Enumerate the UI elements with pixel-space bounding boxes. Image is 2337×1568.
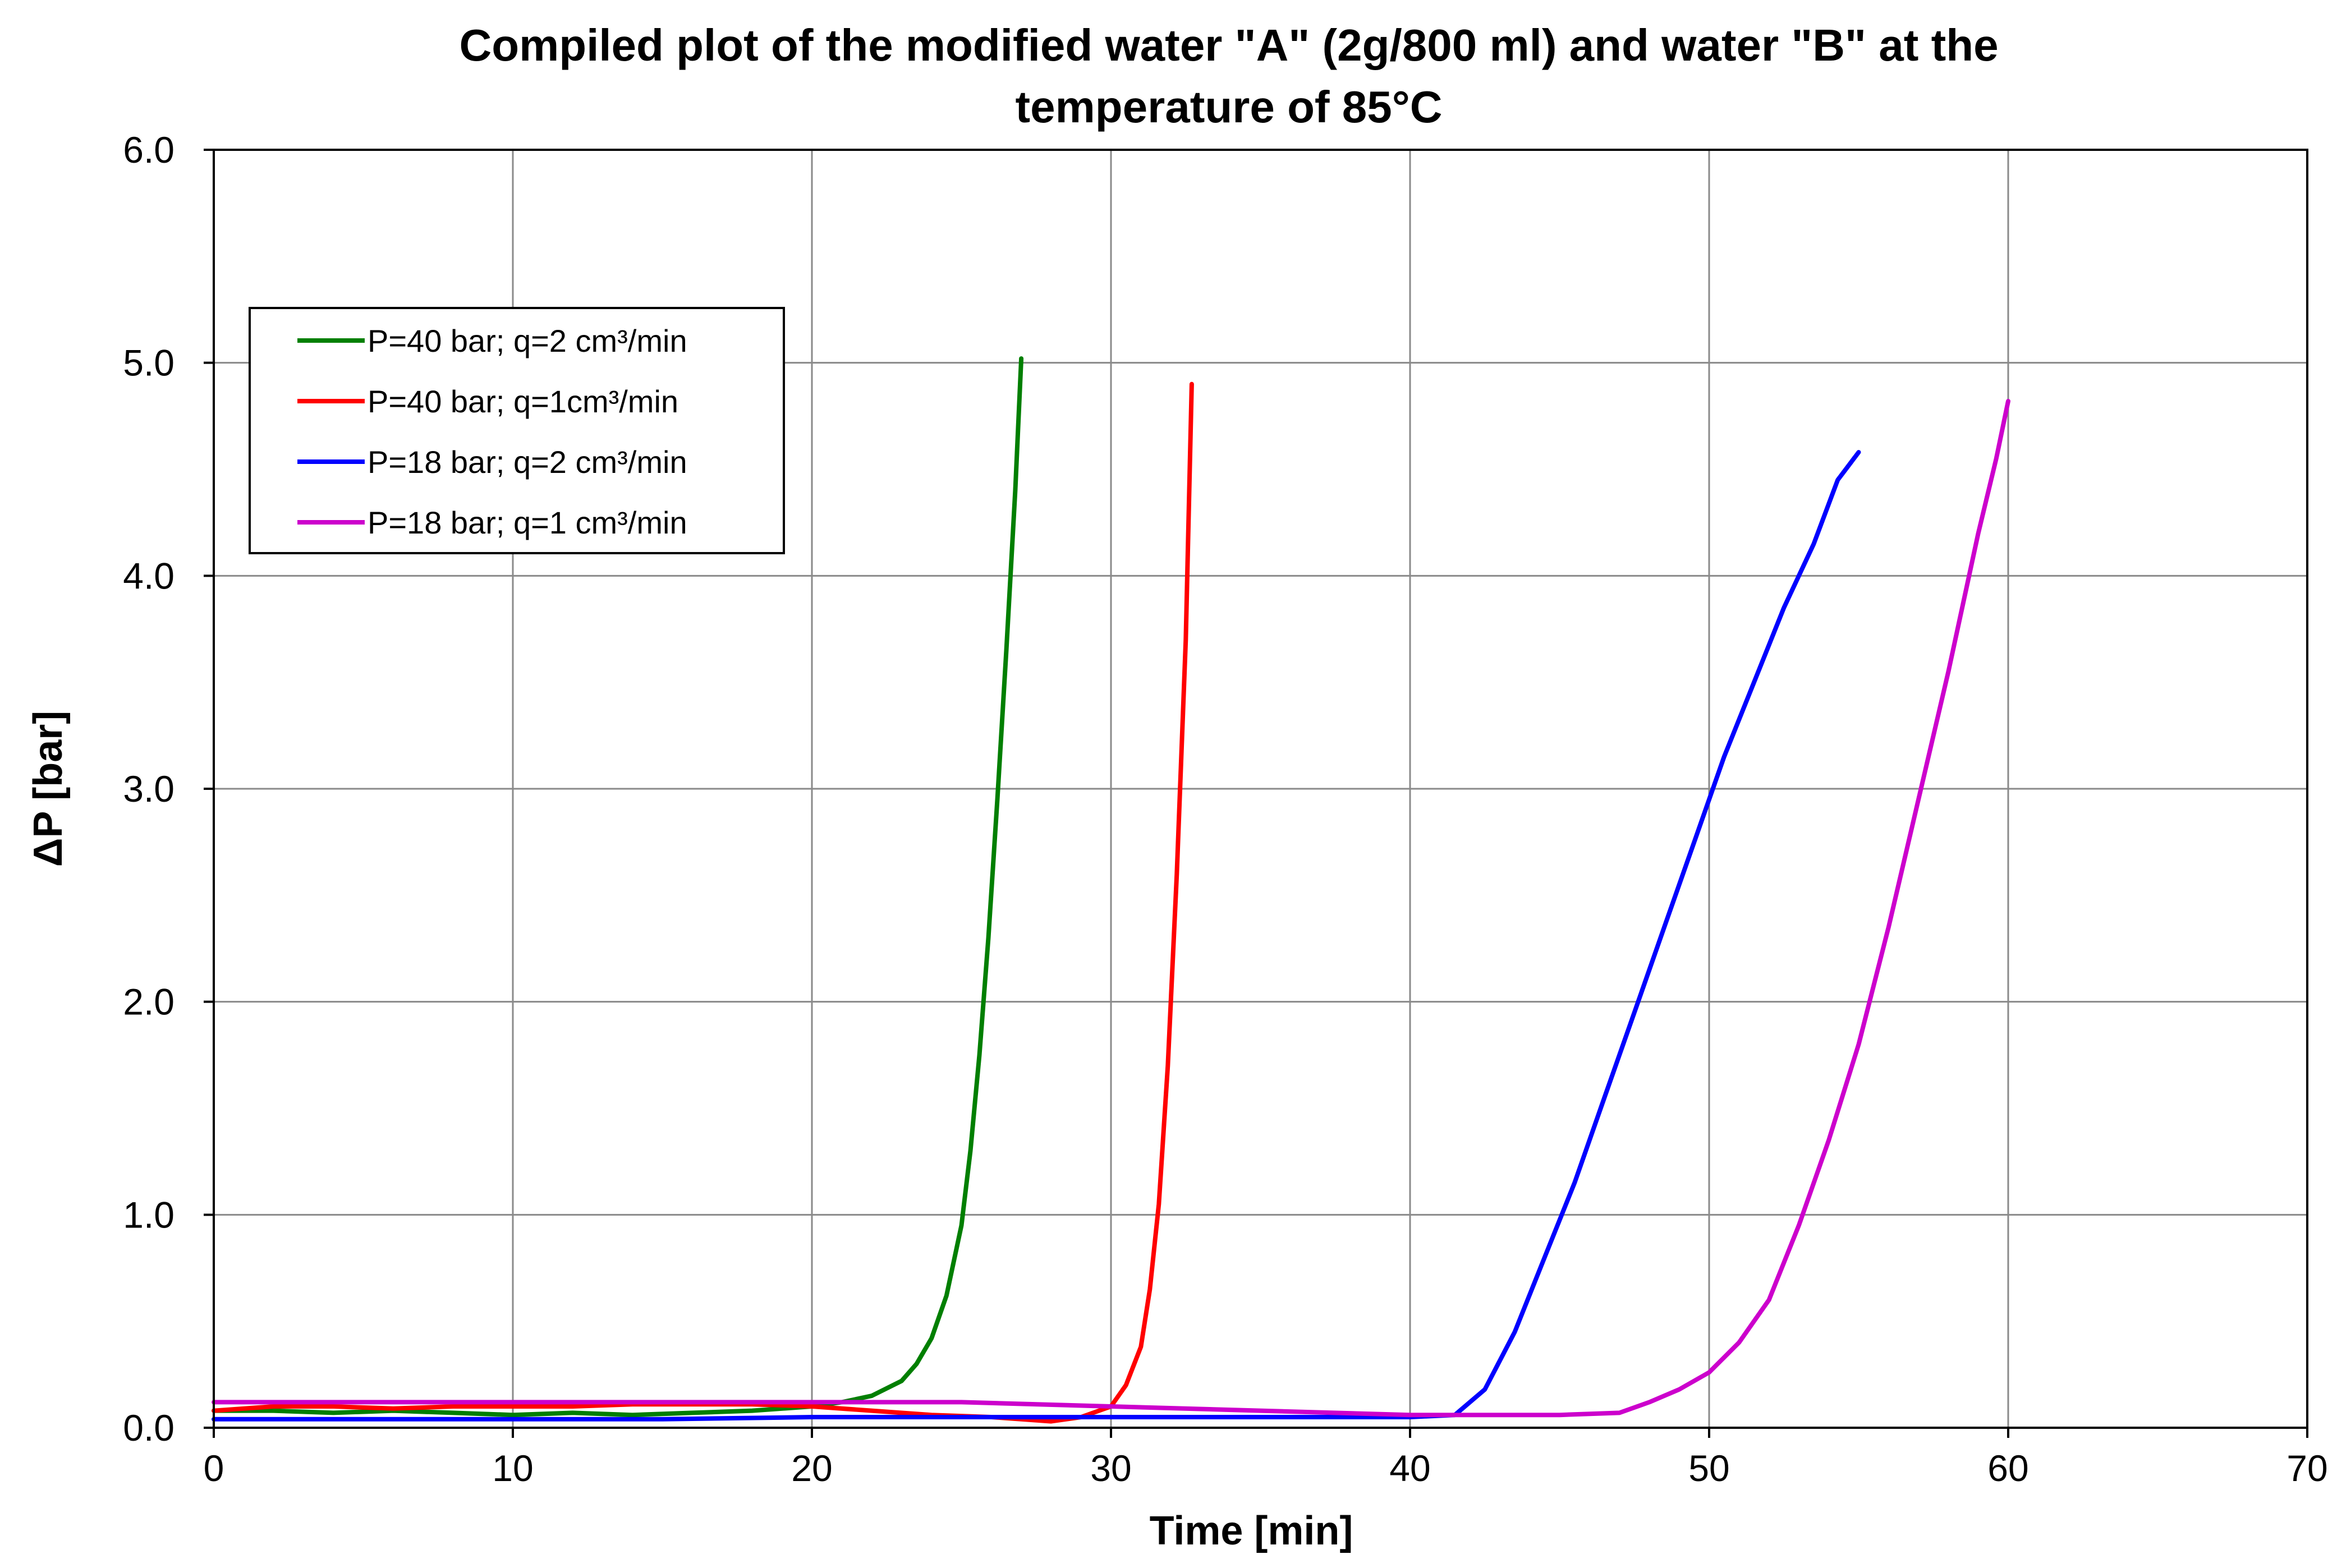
series-line-2 (212, 450, 1861, 1422)
y-tick-label-2: 2.0 (123, 981, 175, 1023)
y-tick-label-3: 3.0 (123, 768, 175, 810)
y-tick-label-6: 6.0 (123, 129, 175, 171)
series-line-0 (212, 356, 1024, 1418)
y-tick-label-4: 4.0 (123, 555, 175, 596)
y-tick-label-5: 5.0 (123, 342, 175, 384)
legend-label-0: P=40 bar; q=2 cm³/min (368, 323, 687, 358)
series-layer (212, 356, 2010, 1424)
grid-lines (213, 149, 2308, 1429)
legend-label-2: P=18 bar; q=2 cm³/min (368, 444, 687, 480)
x-tick-label-7: 70 (2287, 1447, 2327, 1489)
legend-label-1: P=40 bar; q=1cm³/min (368, 384, 678, 419)
legend: P=40 bar; q=2 cm³/min P=40 bar; q=1cm³/mi… (249, 307, 785, 554)
x-axis-ticks: 0 10 20 30 40 50 60 70 (204, 1428, 2328, 1489)
x-tick-label-3: 30 (1090, 1447, 1131, 1489)
x-tick-label-4: 40 (1389, 1447, 1430, 1489)
legend-box (249, 307, 785, 554)
x-tick-label-0: 0 (204, 1447, 224, 1489)
chart-title-line-2: temperature of 85°C (1015, 82, 1442, 132)
legend-label-3: P=18 bar; q=1 cm³/min (368, 505, 687, 540)
y-axis-title: ΔP [bar] (26, 711, 71, 867)
y-tick-label-0: 0.0 (123, 1407, 175, 1449)
x-tick-label-1: 10 (492, 1447, 533, 1489)
x-tick-label-5: 50 (1688, 1447, 1729, 1489)
series-line-3 (212, 399, 2010, 1418)
x-tick-label-2: 20 (791, 1447, 832, 1489)
x-axis-title: Time [min] (1150, 1509, 1353, 1553)
chart-title-line-1: Compiled plot of the modified water "A" … (459, 20, 1998, 70)
y-tick-label-1: 1.0 (123, 1194, 175, 1235)
x-tick-label-6: 60 (1987, 1447, 2028, 1489)
y-axis-ticks: 0.0 1.0 2.0 3.0 4.0 5.0 6.0 (123, 129, 214, 1449)
